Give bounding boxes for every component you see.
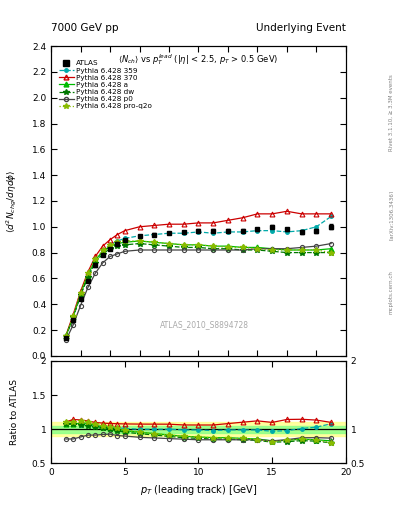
Text: Rivet 3.1.10, ≥ 3.3M events: Rivet 3.1.10, ≥ 3.3M events [389, 74, 393, 151]
Y-axis label: Ratio to ATLAS: Ratio to ATLAS [10, 379, 19, 445]
Legend: ATLAS, Pythia 6.428 359, Pythia 6.428 370, Pythia 6.428 a, Pythia 6.428 dw, Pyth: ATLAS, Pythia 6.428 359, Pythia 6.428 37… [58, 59, 154, 111]
Text: 7000 GeV pp: 7000 GeV pp [51, 23, 119, 33]
Bar [51, 422, 346, 436]
Text: Underlying Event: Underlying Event [256, 23, 346, 33]
Text: ATLAS_2010_S8894728: ATLAS_2010_S8894728 [160, 321, 249, 329]
Text: [arXiv:1306.3436]: [arXiv:1306.3436] [389, 190, 393, 240]
X-axis label: $p_T$ (leading track) [GeV]: $p_T$ (leading track) [GeV] [140, 483, 257, 497]
Y-axis label: $\langle d^2 N_{chg}/d\eta d\phi \rangle$: $\langle d^2 N_{chg}/d\eta d\phi \rangle… [4, 169, 19, 232]
Text: mcplots.cern.ch: mcplots.cern.ch [389, 270, 393, 314]
Bar [51, 426, 346, 433]
Text: $\langle N_{ch} \rangle$ vs $p_T^{lead}$ ($|\eta|$ < 2.5, $p_T$ > 0.5 GeV): $\langle N_{ch} \rangle$ vs $p_T^{lead}$… [118, 52, 279, 67]
